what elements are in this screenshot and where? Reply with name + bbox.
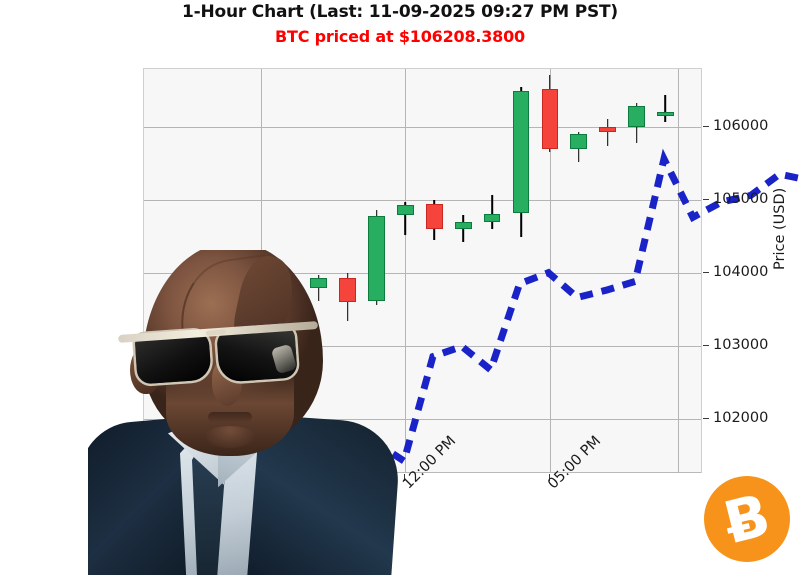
candle-body-up bbox=[657, 112, 674, 117]
y-tick-label: 105000 bbox=[713, 191, 769, 208]
x-tick bbox=[548, 474, 550, 481]
candle-body-down bbox=[541, 89, 559, 150]
candlestick bbox=[657, 94, 674, 122]
y-axis-title: Price (USD) bbox=[772, 187, 788, 270]
chart-subtitle: BTC priced at $106208.3800 bbox=[275, 27, 525, 46]
bitcoin-symbol: Ƀ bbox=[717, 480, 777, 558]
candlestick bbox=[628, 103, 645, 144]
candle-body-up bbox=[397, 204, 414, 215]
candlestick bbox=[454, 214, 472, 242]
candlestick bbox=[541, 74, 559, 153]
y-tick bbox=[703, 126, 709, 128]
figure-mouth bbox=[208, 412, 252, 422]
y-tick bbox=[703, 418, 709, 420]
candlestick bbox=[397, 201, 414, 236]
gridline-horizontal bbox=[144, 127, 701, 129]
android-figure-watermark bbox=[88, 250, 418, 575]
gridline-horizontal bbox=[144, 200, 701, 202]
y-tick bbox=[703, 272, 709, 274]
bitcoin-logo-icon: Ƀ bbox=[704, 476, 790, 562]
candle-wick bbox=[664, 94, 667, 122]
candle-body-up bbox=[512, 90, 530, 213]
bitcoin-disc bbox=[704, 476, 790, 562]
candlestick bbox=[512, 86, 530, 237]
gridline-vertical bbox=[678, 69, 680, 473]
candle-body-up bbox=[628, 106, 645, 127]
y-tick-label: 103000 bbox=[713, 337, 769, 354]
candle-body-up bbox=[483, 213, 501, 223]
candle-wick bbox=[491, 194, 493, 229]
y-tick-label: 106000 bbox=[713, 118, 769, 135]
y-tick bbox=[703, 345, 709, 347]
y-tick-label: 104000 bbox=[713, 264, 769, 281]
candlestick bbox=[483, 194, 501, 229]
x-tick bbox=[404, 474, 406, 481]
candle-body-up bbox=[570, 133, 588, 149]
candlestick bbox=[570, 131, 588, 162]
candle-body-down bbox=[599, 127, 617, 133]
candlestick bbox=[426, 200, 443, 240]
figure-chin bbox=[204, 426, 256, 448]
candlestick bbox=[599, 118, 617, 147]
y-tick bbox=[703, 199, 709, 201]
candle-body-up bbox=[454, 222, 472, 229]
y-tick-label: 102000 bbox=[713, 410, 769, 427]
chart-title: 1-Hour Chart (Last: 11-09-2025 09:27 PM … bbox=[182, 2, 618, 22]
candle-body-down bbox=[426, 203, 443, 230]
